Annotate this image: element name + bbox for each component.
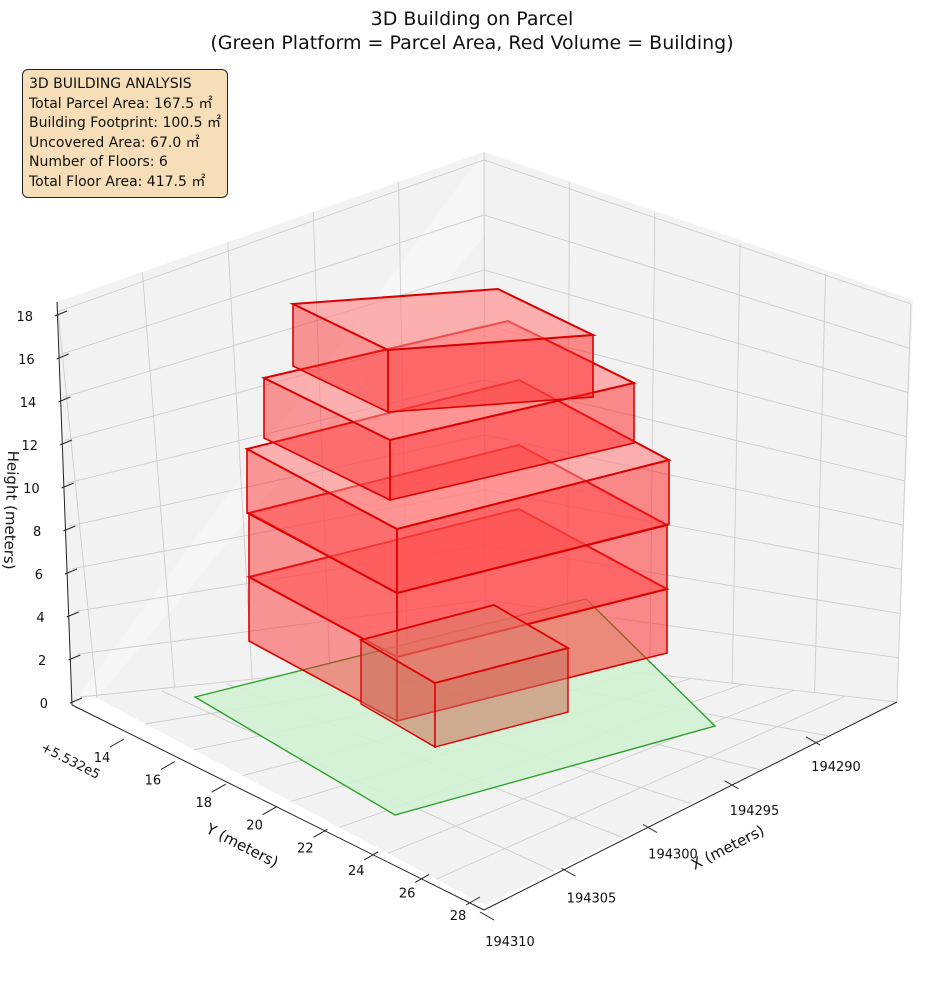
z-grid-line (61, 269, 909, 398)
wall-grid-line (896, 303, 912, 703)
z-tick (69, 697, 83, 704)
z-tick-label: 6 (35, 568, 43, 583)
right-pane (484, 152, 913, 702)
analysis-box: 3D BUILDING ANALYSIS Total Parcel Area: … (22, 69, 228, 198)
wall-grid-line (141, 271, 176, 690)
z-tick (54, 310, 68, 317)
wall-grid-line (814, 273, 827, 693)
y-tick (465, 896, 481, 906)
z-tick (56, 353, 69, 360)
chart-title: 3D Building on Parcel (370, 8, 574, 30)
x-axis-line (483, 701, 898, 911)
z-axis-line (56, 301, 73, 706)
z-grid-line (59, 214, 910, 356)
y-tick-label: 16 (145, 774, 162, 789)
wall-grid-line (227, 241, 253, 681)
y-tick-label: 26 (399, 886, 416, 901)
building-annex-top (358, 604, 571, 684)
z-tick (61, 482, 74, 489)
z-tick-label: 18 (16, 310, 33, 325)
x-tick-label: 194295 (730, 804, 780, 819)
z-tick-label: 16 (18, 353, 35, 368)
analysis-line: Total Floor Area: 417.5 ㎡ (29, 173, 206, 190)
y-tick (109, 738, 125, 748)
z-tick-label: 0 (40, 697, 48, 712)
wall-grid-line (56, 301, 98, 699)
y-tick-label: 20 (246, 819, 263, 834)
left-pane (57, 152, 484, 705)
z-axis-label: Height (meters) (0, 450, 22, 570)
analysis-heading: 3D BUILDING ANALYSIS (29, 76, 192, 92)
z-tick-label: 10 (23, 482, 40, 497)
y-tick-label: 22 (297, 841, 314, 856)
y-tick-label: 18 (195, 796, 212, 811)
analysis-line: Building Footprint: 100.5 ㎡ (29, 115, 222, 131)
z-grid-line (56, 159, 912, 313)
z-tick (63, 525, 76, 532)
analysis-line: Uncovered Area: 67.0 ㎡ (29, 134, 200, 151)
x-tick-label: 194290 (811, 760, 861, 775)
z-tick (68, 654, 81, 661)
x-tick (561, 867, 576, 877)
z-tick (59, 439, 73, 446)
y-tick-label: 28 (450, 909, 467, 924)
y-tick-label: 14 (94, 751, 111, 766)
y-tick (160, 761, 176, 771)
y-tick (211, 783, 226, 793)
z-tick-label: 2 (38, 654, 46, 669)
x-tick-label: 194300 (648, 848, 698, 863)
chart-subtitle: (Green Platform = Parcel Area, Red Volum… (210, 32, 734, 54)
z-tick-label: 14 (20, 396, 37, 411)
x-tick (479, 911, 495, 921)
left-pane-lower (72, 152, 485, 705)
y-tick (262, 806, 277, 816)
analysis-line: Number of Floors: 6 (29, 154, 168, 170)
z-tick-label: 8 (33, 525, 41, 540)
z-tick (58, 396, 71, 403)
y-tick (313, 828, 328, 838)
x-tick-label: 194305 (567, 891, 617, 906)
z-tick (64, 568, 78, 575)
z-tick-label: 12 (21, 439, 38, 454)
x-axis-label: X (meters) (688, 821, 767, 873)
y-tick-label: 24 (348, 864, 365, 879)
z-tick (66, 611, 79, 618)
y-axis-line (71, 704, 485, 911)
z-tick-label: 4 (36, 611, 44, 626)
x-tick (642, 824, 658, 833)
y-tick (364, 851, 379, 861)
x-tick-label: 194310 (485, 935, 535, 950)
x-tick (724, 780, 739, 790)
y-tick (414, 873, 430, 883)
building-layer (244, 287, 672, 749)
analysis-line: Total Parcel Area: 167.5 ㎡ (29, 95, 213, 112)
y-axis-label: Y (meters) (202, 819, 281, 871)
building-floor-top (289, 287, 597, 352)
x-tick (805, 736, 821, 746)
wall-grid-line (731, 243, 741, 684)
